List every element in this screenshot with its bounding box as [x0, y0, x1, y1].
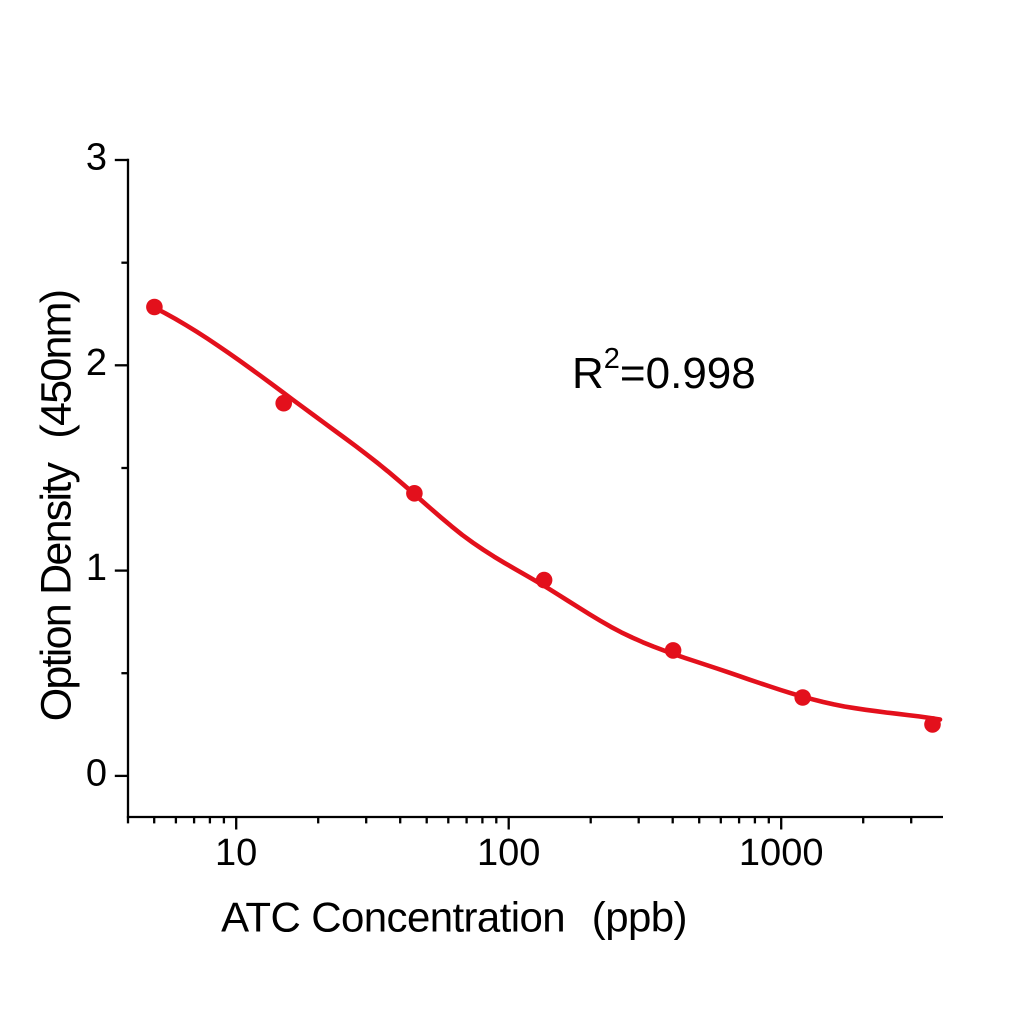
- svg-text:3: 3: [86, 137, 107, 179]
- svg-text:1: 1: [86, 547, 107, 589]
- svg-text:100: 100: [477, 832, 540, 874]
- svg-text:Option Density (450nm): Option Density (450nm): [33, 291, 81, 722]
- svg-text:2: 2: [86, 342, 107, 384]
- svg-text:ATC Concentration (ppb): ATC Concentration (ppb): [221, 894, 687, 941]
- svg-text:1000: 1000: [739, 832, 824, 874]
- svg-text:R2=0.998: R2=0.998: [572, 343, 756, 398]
- svg-text:10: 10: [215, 832, 257, 874]
- svg-text:0: 0: [86, 752, 107, 794]
